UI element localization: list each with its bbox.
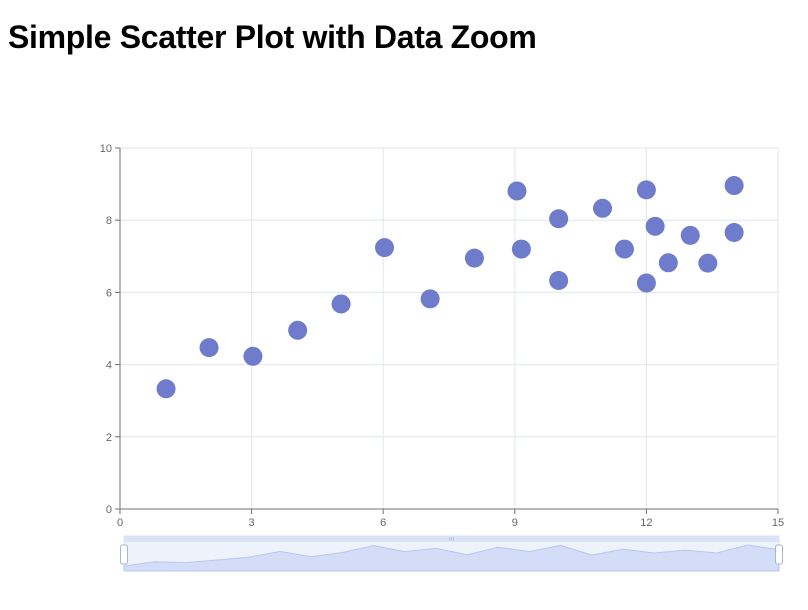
scatter-point: [288, 320, 308, 340]
scatter-point: [724, 222, 744, 242]
scatter-point: [698, 253, 718, 273]
scatter-point: [724, 176, 744, 196]
scatter-point: [507, 181, 527, 201]
y-tick-label: 0: [106, 504, 112, 516]
y-tick-label: 8: [106, 215, 112, 227]
scatter-point: [549, 209, 569, 229]
zoom-preview-area: [123, 544, 780, 572]
x-tick-label: 0: [117, 517, 123, 529]
data-zoom-slider[interactable]: [120, 535, 783, 572]
scatter-point: [331, 294, 351, 314]
scatter-points: [156, 176, 744, 399]
scatter-point: [680, 225, 700, 245]
zoom-handle-left[interactable]: [120, 544, 128, 565]
x-tick-label: 15: [772, 517, 784, 529]
y-tick-label: 10: [100, 143, 112, 155]
y-tick-label: 2: [106, 432, 112, 444]
x-tick-label: 6: [380, 517, 386, 529]
scatter-point: [593, 198, 613, 218]
x-tick-label: 9: [512, 517, 518, 529]
scatter-point: [636, 273, 656, 293]
x-tick-label: 12: [640, 517, 652, 529]
scatter-point: [645, 216, 665, 236]
zoom-handle-right[interactable]: [775, 544, 783, 565]
grid-lines: [120, 147, 779, 509]
scatter-point: [464, 248, 484, 268]
scatter-point: [511, 239, 531, 259]
scatter-point: [658, 253, 678, 273]
axes: [115, 147, 779, 514]
x-tick-label: 3: [249, 517, 255, 529]
scatter-point: [243, 346, 263, 366]
y-tick-label: 6: [106, 287, 112, 299]
page-title: Simple Scatter Plot with Data Zoom: [8, 19, 537, 55]
scatter-point: [375, 238, 395, 258]
scatter-point: [199, 338, 219, 358]
y-tick-label: 4: [106, 360, 112, 372]
tick-labels: 0 3 6 9 12 15 0 2 4 6 8 10: [100, 143, 784, 529]
scatter-point: [549, 270, 569, 290]
scatter-point: [156, 379, 176, 399]
scatter-point: [636, 180, 656, 200]
scatter-point: [420, 289, 440, 309]
scatter-point: [614, 239, 634, 259]
